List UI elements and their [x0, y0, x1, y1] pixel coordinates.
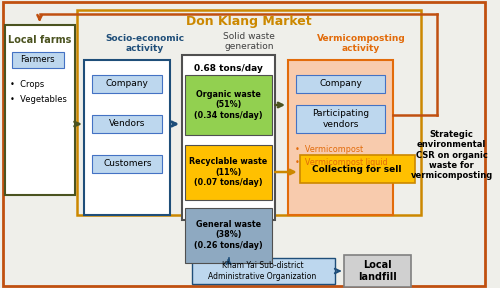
Text: Company: Company: [319, 79, 362, 88]
Text: •  Vermicompost: • Vermicompost: [295, 145, 363, 154]
Text: Company: Company: [106, 79, 148, 88]
Bar: [288, 60, 393, 215]
Bar: [4, 25, 74, 195]
Text: Vendors: Vendors: [109, 120, 146, 128]
Text: •  Vermicompost liquid: • Vermicompost liquid: [295, 158, 388, 167]
Text: Participating
vendors: Participating vendors: [312, 109, 369, 129]
Bar: [300, 155, 414, 183]
Bar: [182, 55, 276, 220]
Text: Strategic
environmental
CSR on organic
waste for
vermicomposting: Strategic environmental CSR on organic w…: [410, 130, 492, 180]
Text: Solid waste
generation: Solid waste generation: [223, 32, 275, 51]
Bar: [76, 10, 422, 215]
Bar: [84, 60, 170, 215]
Text: Customers: Customers: [103, 160, 152, 168]
Text: Local
landfill: Local landfill: [358, 260, 397, 282]
Text: 0.68 tons/day: 0.68 tons/day: [194, 64, 263, 73]
Text: •  Vegetables: • Vegetables: [10, 95, 68, 104]
Bar: [296, 105, 386, 133]
Bar: [12, 52, 64, 68]
Bar: [344, 255, 410, 287]
Bar: [92, 75, 162, 93]
Text: General waste
(38%)
(0.26 tons/day): General waste (38%) (0.26 tons/day): [194, 220, 263, 250]
Bar: [296, 75, 386, 93]
Bar: [92, 115, 162, 133]
Text: Organic waste
(51%)
(0.34 tons/day): Organic waste (51%) (0.34 tons/day): [194, 90, 263, 120]
Text: Don Klang Market: Don Klang Market: [186, 16, 312, 29]
Text: Local farms: Local farms: [8, 35, 72, 45]
Text: Socio-economic
activity: Socio-economic activity: [105, 34, 184, 53]
Text: •  Crops: • Crops: [10, 80, 44, 89]
Bar: [192, 258, 334, 284]
Text: Vermicomposting
activity: Vermicomposting activity: [316, 34, 406, 53]
Bar: [184, 75, 272, 135]
Bar: [184, 145, 272, 200]
Text: Recyclable waste
(11%)
(0.07 tons/day): Recyclable waste (11%) (0.07 tons/day): [190, 157, 268, 187]
Bar: [92, 155, 162, 173]
Text: Farmers: Farmers: [20, 56, 55, 65]
Text: Collecting for sell: Collecting for sell: [312, 164, 402, 173]
Bar: [184, 208, 272, 263]
Text: Kham Yai Sub-district
Administrative Organization: Kham Yai Sub-district Administrative Org…: [208, 261, 316, 281]
